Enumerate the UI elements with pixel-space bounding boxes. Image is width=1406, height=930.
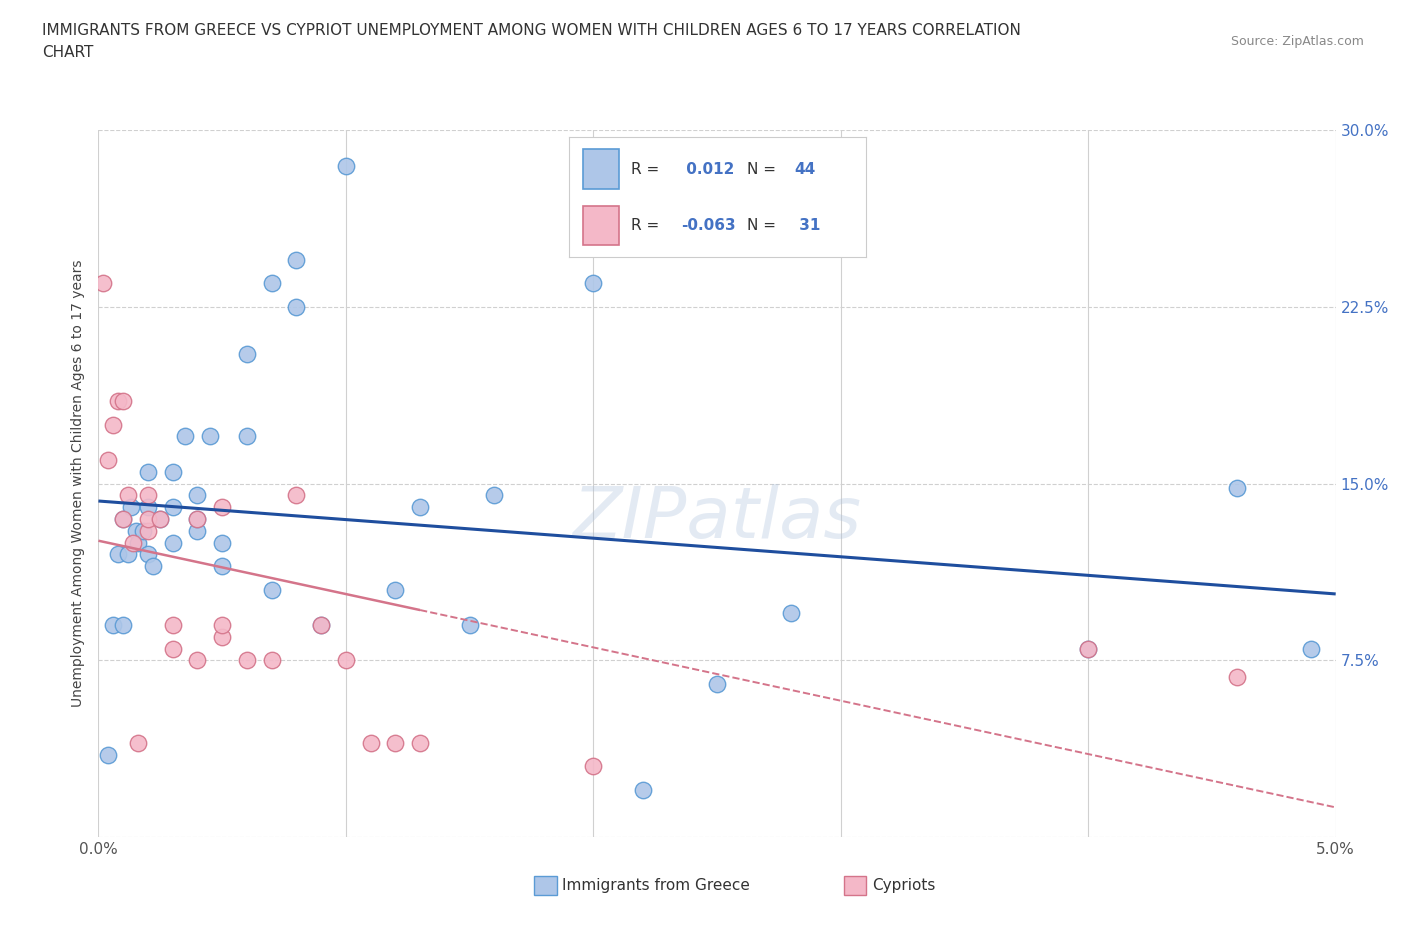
Point	[260, 582, 283, 597]
Text: N =: N =	[747, 218, 780, 233]
Point	[309, 618, 332, 632]
Point	[780, 605, 803, 620]
Point	[198, 429, 221, 444]
Point	[186, 512, 208, 526]
Point	[285, 252, 308, 267]
Point	[117, 488, 139, 503]
Point	[384, 582, 406, 597]
Point	[335, 158, 357, 173]
Point	[162, 464, 184, 479]
Point	[211, 535, 233, 550]
Point	[136, 547, 159, 562]
Point	[120, 499, 142, 514]
Point	[186, 524, 208, 538]
Text: R =: R =	[631, 218, 664, 233]
Text: ZIPatlas: ZIPatlas	[572, 485, 862, 553]
Point	[162, 499, 184, 514]
Point	[127, 736, 149, 751]
Text: R =: R =	[631, 162, 664, 177]
Text: IMMIGRANTS FROM GREECE VS CYPRIOT UNEMPLOYMENT AMONG WOMEN WITH CHILDREN AGES 6 : IMMIGRANTS FROM GREECE VS CYPRIOT UNEMPL…	[42, 23, 1021, 38]
Point	[309, 618, 332, 632]
Point	[112, 618, 135, 632]
Point	[132, 524, 155, 538]
Text: -0.063: -0.063	[682, 218, 737, 233]
Text: N =: N =	[747, 162, 780, 177]
Point	[458, 618, 481, 632]
Point	[142, 559, 165, 574]
Point	[211, 559, 233, 574]
Point	[1077, 641, 1099, 656]
Point	[103, 418, 125, 432]
Point	[136, 499, 159, 514]
Text: Immigrants from Greece: Immigrants from Greece	[562, 878, 751, 893]
Point	[107, 547, 129, 562]
Point	[236, 429, 259, 444]
Point	[409, 499, 432, 514]
FancyBboxPatch shape	[583, 206, 619, 246]
Point	[97, 453, 120, 468]
Point	[162, 535, 184, 550]
Point	[103, 618, 125, 632]
Point	[127, 535, 149, 550]
Text: Cypriots: Cypriots	[872, 878, 935, 893]
Point	[285, 299, 308, 314]
Point	[97, 747, 120, 762]
Text: 31: 31	[794, 218, 821, 233]
Point	[162, 618, 184, 632]
Point	[211, 630, 233, 644]
FancyBboxPatch shape	[583, 150, 619, 189]
Point	[409, 736, 432, 751]
Point	[93, 276, 115, 291]
Text: 44: 44	[794, 162, 815, 177]
Point	[136, 524, 159, 538]
Point	[162, 641, 184, 656]
Point	[631, 782, 654, 797]
Point	[186, 512, 208, 526]
Text: CHART: CHART	[42, 45, 94, 60]
Point	[149, 512, 172, 526]
Text: 0.012: 0.012	[682, 162, 735, 177]
Text: Source: ZipAtlas.com: Source: ZipAtlas.com	[1230, 35, 1364, 48]
Point	[706, 676, 728, 691]
Y-axis label: Unemployment Among Women with Children Ages 6 to 17 years: Unemployment Among Women with Children A…	[72, 259, 86, 708]
Point	[236, 653, 259, 668]
Point	[136, 488, 159, 503]
Point	[112, 512, 135, 526]
Point	[211, 618, 233, 632]
Point	[360, 736, 382, 751]
Point	[260, 276, 283, 291]
Point	[112, 393, 135, 408]
Point	[122, 535, 145, 550]
Point	[1226, 670, 1249, 684]
Point	[236, 347, 259, 362]
Point	[136, 512, 159, 526]
Point	[117, 547, 139, 562]
Point	[124, 524, 146, 538]
Point	[1226, 481, 1249, 496]
Point	[582, 276, 605, 291]
Point	[186, 488, 208, 503]
Point	[1299, 641, 1322, 656]
Point	[484, 488, 506, 503]
Point	[260, 653, 283, 668]
Point	[174, 429, 197, 444]
Point	[1077, 641, 1099, 656]
Point	[211, 499, 233, 514]
Point	[285, 488, 308, 503]
Point	[107, 393, 129, 408]
Point	[335, 653, 357, 668]
Point	[136, 464, 159, 479]
Point	[186, 653, 208, 668]
Point	[384, 736, 406, 751]
Point	[149, 512, 172, 526]
Point	[112, 512, 135, 526]
Point	[582, 759, 605, 774]
